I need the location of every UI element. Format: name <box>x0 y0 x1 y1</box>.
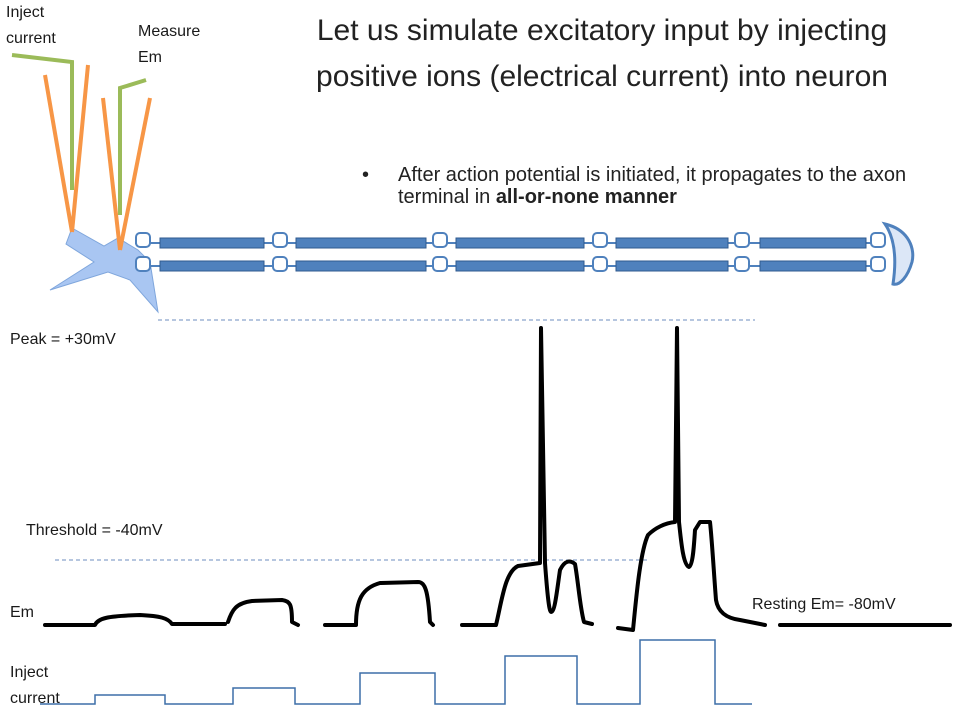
ion-channel <box>734 232 750 248</box>
inject-current-trace-label: Inject current <box>10 664 60 707</box>
ion-channel <box>432 256 448 272</box>
threshold-label: Threshold = -40mV <box>26 522 163 539</box>
bullet-bold-text: all-or-none manner <box>495 186 677 208</box>
myelin-segment <box>759 237 867 249</box>
em-label: Em <box>10 604 34 621</box>
ion-channel <box>135 232 151 248</box>
membrane-potential-trace <box>43 326 952 632</box>
ion-channel <box>272 232 288 248</box>
ion-channel <box>272 256 288 272</box>
myelin-segment <box>615 237 729 249</box>
myelin-segment <box>295 237 427 249</box>
measure-em-electrode-label: Measure Em <box>138 23 201 66</box>
peak-label: Peak = +30mV <box>10 331 116 348</box>
bullet-dot-icon: • <box>362 164 370 186</box>
ion-channel <box>432 232 448 248</box>
slide-title: Let us simulate excitatory input by inje… <box>262 8 942 100</box>
myelin-segment <box>615 260 729 272</box>
ion-channel <box>135 256 151 272</box>
title-line-1: Let us simulate excitatory input by inje… <box>316 14 888 47</box>
myelin-segment <box>455 260 585 272</box>
myelin-segment <box>159 237 265 249</box>
axon-terminal <box>881 221 915 286</box>
myelin-segment <box>759 260 867 272</box>
inject-current-electrode-label: Inject current <box>6 4 56 47</box>
inject-electrode <box>11 53 90 233</box>
resting-em-label: Resting Em= -80mV <box>752 596 896 613</box>
myelin-segment <box>455 237 585 249</box>
ion-channel <box>870 232 886 248</box>
myelin-segment <box>159 260 265 272</box>
ion-channel <box>870 256 886 272</box>
title-line-2: positive ions (electrical current) into … <box>316 60 888 93</box>
myelin-segment <box>295 260 427 272</box>
ion-channel <box>592 232 608 248</box>
bullet-text: After action potential is initiated, it … <box>398 164 907 208</box>
neuron-soma <box>49 227 159 314</box>
bullet-point: • After action potential is initiated, i… <box>362 164 952 208</box>
stimulus-current-trace <box>40 639 752 705</box>
ion-channel <box>592 256 608 272</box>
ion-channel <box>734 256 750 272</box>
measure-electrode <box>101 78 152 251</box>
axon <box>135 221 915 286</box>
